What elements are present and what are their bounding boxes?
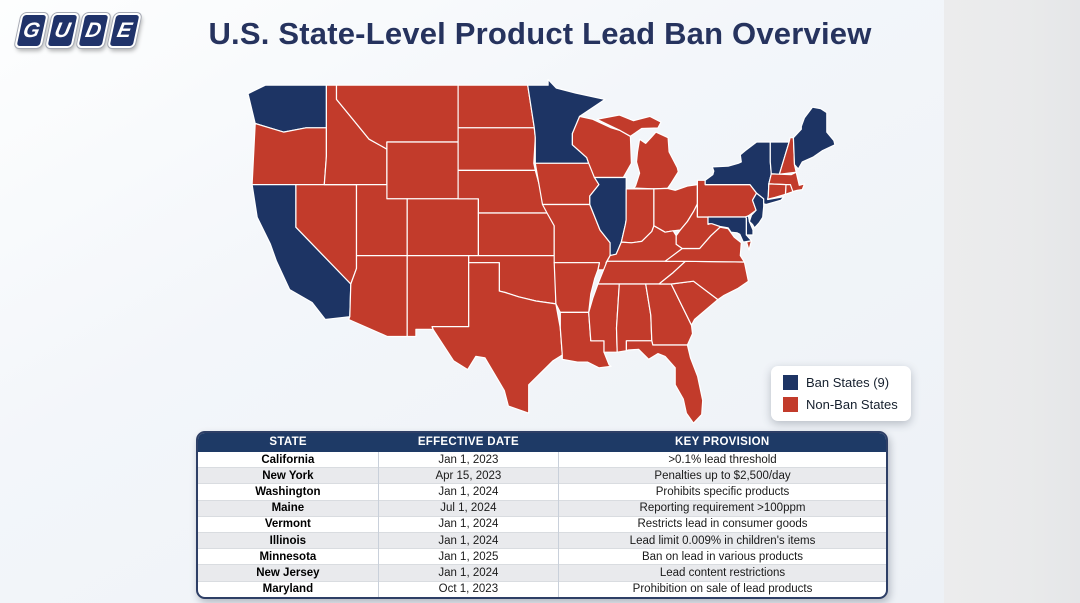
legend-label: Non-Ban States — [806, 397, 898, 412]
cell-state: New York — [198, 467, 379, 484]
cell-key-provision: Restricts lead in consumer goods — [558, 515, 886, 533]
map-legend: Ban States (9) Non-Ban States — [771, 366, 911, 421]
cell-key-provision: Ban on lead in various products — [558, 548, 886, 565]
cell-state: Illinois — [198, 531, 379, 549]
cell-key-provision: Prohibits specific products — [558, 483, 886, 501]
state-nd — [457, 84, 535, 129]
cell-state: California — [261, 453, 315, 466]
cell-key-provision: Lead content restrictions — [558, 564, 886, 581]
cell-effective-date: Jan 1, 2024 — [377, 531, 559, 549]
legend-item: Non-Ban States — [783, 397, 898, 412]
legend-label: Ban States (9) — [806, 375, 890, 390]
cell-effective-date: Jan 1, 2024 — [377, 515, 559, 533]
state-az — [348, 255, 408, 338]
background-band — [944, 0, 1080, 603]
cell-key-provision: Prohibition on sale of lead products — [558, 580, 886, 597]
state-sd — [457, 127, 536, 172]
table-row: California Jan 1, 2023 >0.1% lead threshol… — [198, 452, 886, 468]
table-row: New Jersey Jan 1, 2024 Lead content restri… — [198, 564, 886, 581]
table-row: Maine Jul 1, 2024 Reporting requirement >1… — [198, 499, 886, 517]
page-title: U.S. State-Level Product Lead Ban Overvi… — [208, 16, 872, 51]
cell-key-provision: Reporting requirement >100ppm — [558, 499, 886, 517]
state-co — [406, 198, 479, 257]
state-ct — [767, 183, 787, 200]
cell-effective-date: Oct 1, 2023 — [377, 580, 559, 597]
state-mi — [632, 131, 679, 190]
legend-swatch — [783, 375, 798, 390]
state-de — [744, 215, 754, 236]
state-nc — [658, 260, 749, 301]
cell-state: Washington — [198, 483, 379, 501]
cell-effective-date: Jul 1, 2024 — [377, 499, 559, 517]
cell-key-provision: Penalties up to $2,500/day — [558, 467, 886, 484]
cell-effective-date: Apr 15, 2023 — [377, 467, 559, 484]
state-ar — [553, 262, 600, 313]
cell-state: Maine — [198, 499, 379, 517]
state-wy — [386, 141, 459, 200]
table-row: Vermont Jan 1, 2024 Restricts lead in cons… — [198, 515, 886, 533]
table-row: Maryland Oct 1, 2023 Prohibition on sale o… — [198, 580, 886, 597]
legend-swatch — [783, 397, 798, 412]
ban-table: STATE EFFECTIVE DATE KEY PROVISION Califor… — [196, 431, 888, 599]
cell-state: Vermont — [198, 515, 379, 533]
legend-item: Ban States (9) — [783, 375, 898, 390]
table-row: New York Apr 15, 2023 Penalties up to $2,5… — [198, 467, 886, 484]
table-row: Washington Jan 1, 2024 Prohibits specific … — [198, 483, 886, 501]
table-body: California Jan 1, 2023 >0.1% lead threshol… — [198, 452, 886, 597]
state-or — [251, 122, 328, 186]
table-header-row: STATE EFFECTIVE DATE KEY PROVISION — [198, 433, 886, 452]
column-header: KEY PROVISION — [558, 433, 886, 452]
state-tx — [431, 262, 563, 414]
cell-key-provision: Lead limit 0.009% in children's items — [558, 531, 886, 549]
state-nm — [406, 255, 470, 338]
cell-effective-date: Jan 1, 2023 — [377, 452, 559, 468]
us-choropleth-map — [247, 78, 836, 424]
state-ks — [477, 212, 555, 257]
state-pa — [696, 179, 758, 218]
table-row: Illinois Jan 1, 2024 Lead limit 0.009% in … — [198, 531, 886, 549]
column-header: STATE — [198, 433, 379, 452]
column-header: EFFECTIVE DATE — [378, 433, 559, 452]
table-row: Minnesota Jan 1, 2025 Ban on lead in vario… — [198, 548, 886, 565]
cell-key-provision: >0.1% lead threshold — [558, 452, 886, 468]
state-nj — [748, 192, 765, 229]
cell-effective-date: Jan 1, 2024 — [377, 483, 559, 501]
state-fl — [625, 340, 704, 424]
state-va — [745, 240, 753, 251]
cell-effective-date: Jan 1, 2024 — [377, 564, 559, 581]
cell-state: Maryland — [198, 580, 379, 597]
cell-effective-date: Jan 1, 2025 — [377, 548, 559, 565]
state-mi — [596, 114, 662, 137]
state-me — [792, 106, 836, 170]
cell-state: Minnesota — [198, 548, 379, 565]
cell-state: New Jersey — [198, 564, 379, 581]
